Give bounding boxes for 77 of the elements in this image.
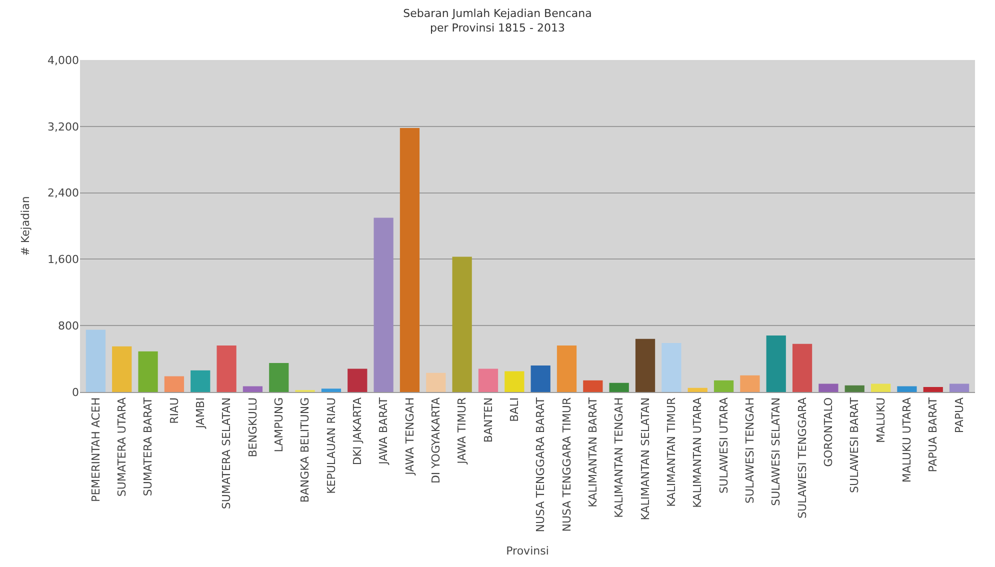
bar — [138, 351, 158, 392]
x-tick-label: GORONTALO — [822, 397, 836, 467]
x-tick-label: SULAWESI TENGAH — [744, 397, 757, 504]
x-tick-label: JAMBI — [194, 397, 207, 430]
x-tick-label: KALIMANTAN TENGAH — [612, 397, 626, 518]
y-tick-label: 800 — [58, 319, 79, 332]
bar — [242, 386, 263, 392]
y-tick-label: 4,000 — [48, 54, 79, 67]
x-tick-label: PEMERINTAH ACEH — [89, 397, 102, 502]
bar — [556, 346, 577, 392]
x-tick-label: KEPULAUAN RIAU — [324, 397, 338, 494]
x-tick-label: PAPUA — [952, 396, 966, 434]
chart-title: Sebaran Jumlah Kejadian Bencana — [403, 7, 592, 20]
bar — [688, 388, 708, 392]
x-tick-label: BALI — [508, 397, 521, 422]
bar — [478, 368, 498, 392]
bar — [374, 218, 394, 392]
y-axis-title: # Kejadian — [19, 196, 32, 256]
bar — [504, 371, 524, 392]
bar — [740, 375, 760, 392]
x-tick-label: PAPUA BARAT — [926, 397, 940, 472]
x-tick-label: MALUKU — [874, 397, 888, 444]
x-tick-label: NUSA TENGGARA BARAT — [534, 397, 548, 532]
x-tick-label: BENGKULU — [246, 397, 260, 458]
bar — [766, 336, 786, 392]
x-tick-label: JAWA TENGAH — [403, 397, 416, 476]
bar — [269, 362, 289, 392]
x-tick-label: SULAWESI TENGGARA — [796, 396, 809, 518]
bar — [86, 330, 106, 392]
x-tick-label: JAWA BARAT — [377, 397, 390, 466]
y-tick-label: 3,200 — [48, 120, 79, 134]
x-tick-label: DKI JAKARTA — [350, 396, 364, 466]
bar — [216, 346, 236, 392]
x-tick-label: DI YOGYAKARTA — [429, 396, 442, 484]
bar — [530, 365, 550, 392]
x-tick-label: SULAWESI SELATAN — [770, 397, 783, 506]
x-tick-label: NUSA TENGGARA TIMUR — [560, 397, 574, 532]
bar — [400, 128, 420, 392]
bar — [870, 384, 891, 392]
bar — [897, 386, 917, 392]
y-tick-label: 0 — [72, 386, 79, 399]
bar — [792, 344, 812, 392]
bar — [164, 376, 184, 392]
x-tick-label: JAWA TIMUR — [456, 397, 469, 465]
bar — [844, 385, 864, 392]
x-tick-label: KALIMANTAN UTARA — [691, 396, 704, 508]
x-tick-label: LAMPUNG — [272, 397, 286, 452]
y-tick-label: 1,600 — [48, 253, 79, 266]
x-tick-label: KALIMANTAN BARAT — [586, 397, 600, 508]
bar — [321, 388, 342, 392]
x-tick-label: MALUKU UTARA — [900, 396, 914, 483]
bar — [112, 346, 132, 392]
x-tick-label: BANTEN — [482, 397, 495, 443]
x-tick-label: KALIMANTAN TIMUR — [665, 397, 678, 507]
bar — [452, 256, 472, 392]
x-tick-label: BANGKA BELITUNG — [298, 397, 312, 503]
bar — [609, 382, 629, 392]
bar — [662, 343, 682, 392]
bar — [714, 380, 734, 392]
chart-subtitle: per Provinsi 1815 - 2013 — [430, 21, 565, 34]
y-tick-label: 2,400 — [48, 186, 79, 200]
bar — [426, 372, 446, 392]
bar — [190, 370, 210, 392]
x-tick-label: SULAWESI UTARA — [717, 396, 730, 494]
x-tick-label: SUMATERA SELATAN — [220, 397, 234, 510]
x-tick-label: KALIMANTAN SELATAN — [638, 397, 652, 520]
x-tick-label: RIAU — [168, 397, 181, 424]
bar — [818, 384, 838, 392]
bar — [583, 380, 603, 392]
x-tick-label: SUMATERA BARAT — [142, 397, 155, 496]
bar — [635, 338, 656, 392]
x-axis-title: Provinsi — [506, 544, 549, 558]
x-tick-label: SUMATERA UTARA — [115, 396, 128, 497]
bar — [348, 368, 368, 392]
bar — [949, 384, 970, 392]
bar — [923, 387, 943, 392]
x-tick-label: SULAWESI BARAT — [848, 397, 862, 493]
